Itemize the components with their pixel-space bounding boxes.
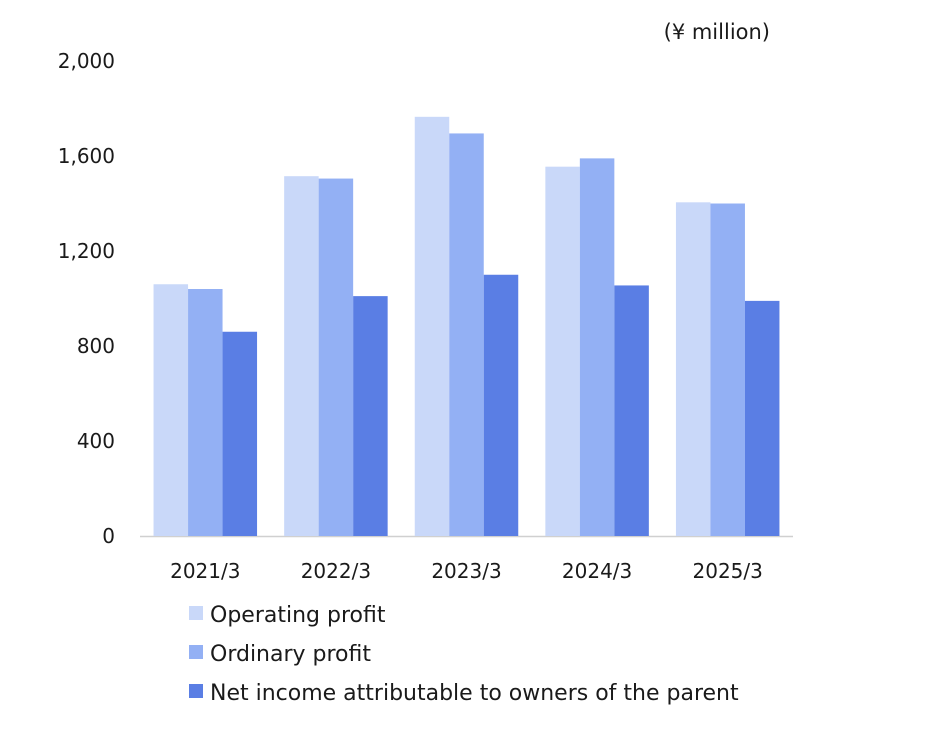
y-tick-label: 2,000 (58, 49, 115, 73)
x-tick-label: 2025/3 (693, 559, 763, 583)
bar (614, 285, 649, 536)
y-tick-label: 400 (77, 429, 115, 453)
y-axis: 0 400 800 1,200 1,600 2,000 (58, 49, 115, 548)
bar (222, 331, 258, 536)
bar (353, 296, 388, 536)
y-tick-label: 0 (102, 524, 115, 548)
bar (414, 116, 450, 536)
x-axis: 2021/3 2022/3 2023/3 2024/3 2025/3 (140, 535, 793, 583)
legend-label: Operating profit (210, 603, 386, 628)
x-tick-label: 2024/3 (562, 559, 632, 583)
bars (153, 116, 780, 536)
legend: Operating profit Ordinary profit Net incom… (189, 603, 739, 706)
x-tick-label: 2021/3 (170, 559, 240, 583)
bar (188, 289, 223, 536)
bar (675, 202, 711, 536)
y-tick-label: 1,200 (58, 239, 115, 263)
bar (153, 284, 189, 536)
legend-swatch (189, 684, 203, 698)
legend-swatch (189, 645, 203, 659)
bar (449, 133, 484, 536)
bar (284, 176, 319, 536)
y-tick-label: 800 (77, 334, 115, 358)
bar (545, 166, 580, 536)
legend-swatch (189, 606, 203, 620)
x-tick-label: 2022/3 (301, 559, 371, 583)
legend-label: Net income attributable to owners of the… (210, 681, 739, 706)
bar (579, 158, 615, 536)
x-tick-label: 2023/3 (431, 559, 501, 583)
bar (744, 300, 780, 536)
bar (483, 274, 519, 536)
bar (710, 203, 745, 536)
bar (318, 178, 354, 536)
legend-label: Ordinary profit (210, 642, 371, 667)
y-tick-label: 1,600 (58, 144, 115, 168)
unit-label: (¥ million) (664, 20, 770, 44)
